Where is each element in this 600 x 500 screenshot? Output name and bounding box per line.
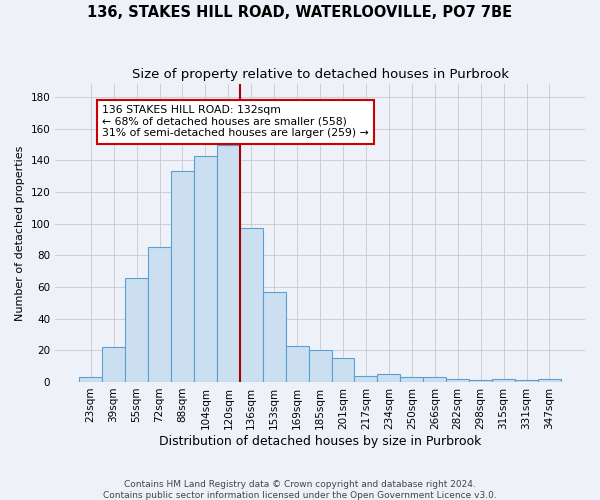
Bar [469, 380, 492, 382]
Bar [240, 228, 263, 382]
Bar [308, 350, 332, 382]
Bar [355, 376, 377, 382]
Text: 136 STAKES HILL ROAD: 132sqm
← 68% of detached houses are smaller (558)
31% of s: 136 STAKES HILL ROAD: 132sqm ← 68% of de… [102, 105, 369, 138]
Bar [79, 377, 102, 382]
Bar [377, 374, 400, 382]
Bar [102, 347, 125, 382]
Text: 136, STAKES HILL ROAD, WATERLOOVILLE, PO7 7BE: 136, STAKES HILL ROAD, WATERLOOVILLE, PO… [88, 5, 512, 20]
Bar [332, 358, 355, 382]
Bar [515, 380, 538, 382]
Bar [217, 144, 240, 382]
Bar [286, 346, 308, 382]
Bar [538, 379, 561, 382]
Bar [148, 248, 171, 382]
Bar [400, 377, 423, 382]
Y-axis label: Number of detached properties: Number of detached properties [15, 146, 25, 321]
Text: Contains HM Land Registry data © Crown copyright and database right 2024.
Contai: Contains HM Land Registry data © Crown c… [103, 480, 497, 500]
X-axis label: Distribution of detached houses by size in Purbrook: Distribution of detached houses by size … [159, 434, 481, 448]
Bar [263, 292, 286, 382]
Bar [171, 172, 194, 382]
Bar [446, 379, 469, 382]
Bar [492, 379, 515, 382]
Title: Size of property relative to detached houses in Purbrook: Size of property relative to detached ho… [131, 68, 509, 80]
Bar [125, 278, 148, 382]
Bar [423, 377, 446, 382]
Bar [194, 156, 217, 382]
